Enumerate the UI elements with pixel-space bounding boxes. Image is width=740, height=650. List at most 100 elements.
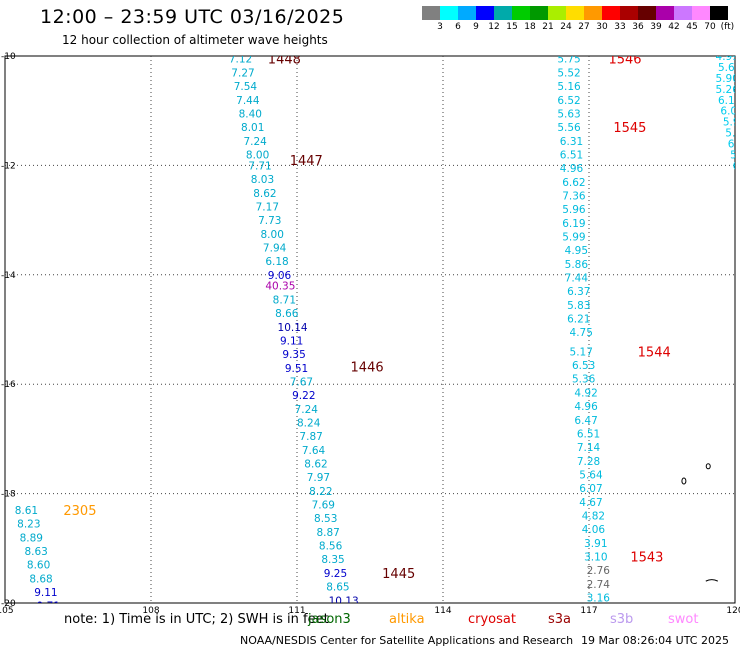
wave-height-value: 8.00 [261, 229, 284, 241]
satellite-name: s3b [610, 612, 634, 627]
wave-height-value: 5.5 [725, 128, 740, 140]
legend-swatch [584, 6, 602, 20]
coastline-outline [705, 579, 719, 582]
legend-swatch [692, 6, 710, 20]
wave-height-value: 10.13 [329, 595, 359, 607]
legend-swatch [548, 6, 566, 20]
wave-height-value: 7.87 [299, 431, 322, 443]
wave-height-value: 8.22 [309, 486, 332, 498]
lon-tick-label: 108 [142, 606, 159, 616]
wave-height-value: 6.53 [572, 360, 595, 372]
wave-height-value: 5.99 [562, 232, 585, 244]
wave-height-value: 5.96 [562, 204, 586, 216]
wave-height-value: 7.28 [577, 456, 600, 468]
legend-label: 18 [524, 22, 536, 32]
wave-height-value: 6.1 [728, 139, 740, 151]
wave-height-value: 7.27 [231, 67, 254, 79]
wave-height-value: 7.12 [229, 54, 252, 66]
wave-height-value: 7.64 [302, 445, 326, 457]
wave-height-value: 8.03 [251, 174, 274, 186]
pass-time-label: 1544 [638, 345, 671, 360]
wave-height-value: 6.10 [718, 95, 740, 107]
legend-label: 15 [506, 22, 518, 32]
legend-label: 30 [596, 22, 608, 32]
wave-height-value: 5.16 [557, 81, 581, 93]
wave-height-value: 5.75 [557, 54, 580, 66]
lat-tick-label: -16 [1, 380, 16, 390]
pass-time-label: 1448 [268, 53, 301, 68]
legend-label: 3 [437, 22, 443, 32]
legend-swatch [440, 6, 458, 20]
wave-height-value: 5.63 [557, 108, 580, 120]
wave-height-value: 4.96 [574, 401, 598, 413]
wave-height-value: 7.67 [290, 376, 313, 388]
wave-height-value: 4.82 [582, 510, 605, 522]
wave-height-value: 4.67 [579, 497, 602, 509]
legend-label: 6 [455, 22, 461, 32]
legend-label: 27 [578, 22, 590, 32]
pass-time-label: 2305 [63, 504, 96, 519]
wave-height-value: 6.52 [557, 95, 580, 107]
legend-unit: (ft) [720, 22, 735, 32]
legend-label: 12 [488, 22, 500, 32]
wave-height-value: 7.24 [243, 136, 267, 148]
wave-height-value: 8.66 [275, 308, 299, 320]
wave-height-value: 8.87 [316, 527, 339, 539]
map-frame [4, 55, 736, 604]
legend-label: 36 [632, 22, 644, 32]
lon-tick-label: 105 [0, 606, 14, 616]
wave-height-value: 5.83 [567, 300, 590, 312]
wave-height-value: 3.16 [587, 593, 611, 605]
page-subtitle: 12 hour collection of altimeter wave hei… [62, 33, 328, 47]
wave-height-value: 6.51 [577, 428, 600, 440]
legend-swatch [638, 6, 656, 20]
wave-height-value: 4.96 [560, 163, 584, 175]
wave-height-value: 6.19 [562, 218, 585, 230]
wave-height-value: 5.90 [716, 73, 739, 85]
legend-swatch [494, 6, 512, 20]
wave-height-value: 3.10 [584, 552, 607, 564]
wave-height-value: 6.62 [562, 177, 585, 189]
legend-swatch [458, 6, 476, 20]
island-outline [681, 477, 687, 485]
wave-height-value: 8.01 [241, 122, 264, 134]
wave-height-value: 9.06 [268, 270, 292, 282]
wave-height-value: 6.37 [567, 286, 590, 298]
wave-height-value: 9.35 [282, 349, 305, 361]
wave-height-value: 9.11 [280, 335, 303, 347]
legend-swatch [476, 6, 494, 20]
lat-tick-label: -10 [1, 52, 16, 62]
legend-label: 39 [650, 22, 662, 32]
wave-height-value: 7.24 [295, 404, 319, 416]
wave-height-value: 7.69 [312, 500, 335, 512]
wave-height-value: 10.14 [278, 322, 308, 334]
wave-height-value: 9.22 [292, 390, 315, 402]
wave-height-value: 4.95 [565, 245, 588, 257]
legend-label: 70 [704, 22, 716, 32]
wave-height-value: 7.94 [263, 242, 287, 254]
credit-line: NOAA/NESDIS Center for Satellite Applica… [240, 634, 574, 647]
wave-height-value: 5.56 [557, 122, 581, 134]
wave-height-value: 5.1 [735, 171, 740, 183]
legend-swatch [602, 6, 620, 20]
wave-height-value: 6.2 [733, 160, 740, 172]
lat-tick-label: -20 [1, 599, 16, 609]
island-outline [705, 463, 711, 470]
wave-height-value: 9.25 [324, 568, 347, 580]
wave-height-value: 5.9 [723, 117, 740, 129]
wave-height-value: 7.44 [236, 95, 260, 107]
legend-swatch [674, 6, 692, 20]
legend-label: 21 [542, 22, 554, 32]
wave-height-value: 5.52 [557, 67, 580, 79]
wave-height-value: 8.68 [29, 573, 52, 585]
wave-height-value: 5.7 [730, 149, 740, 161]
wave-height-value: 7.97 [307, 472, 330, 484]
wave-height-value: 4.99 [716, 51, 739, 63]
wave-height-value: 8.61 [15, 505, 38, 517]
wave-height-value: 6.0 [720, 106, 737, 118]
legend-label: 45 [686, 22, 698, 32]
legend-swatch [422, 6, 440, 20]
wave-height-value: 3.91 [584, 538, 607, 550]
footnote: note: 1) Time is in UTC; 2) SWH is in fe… [64, 612, 329, 627]
wave-height-value: 8.00 [246, 149, 269, 161]
